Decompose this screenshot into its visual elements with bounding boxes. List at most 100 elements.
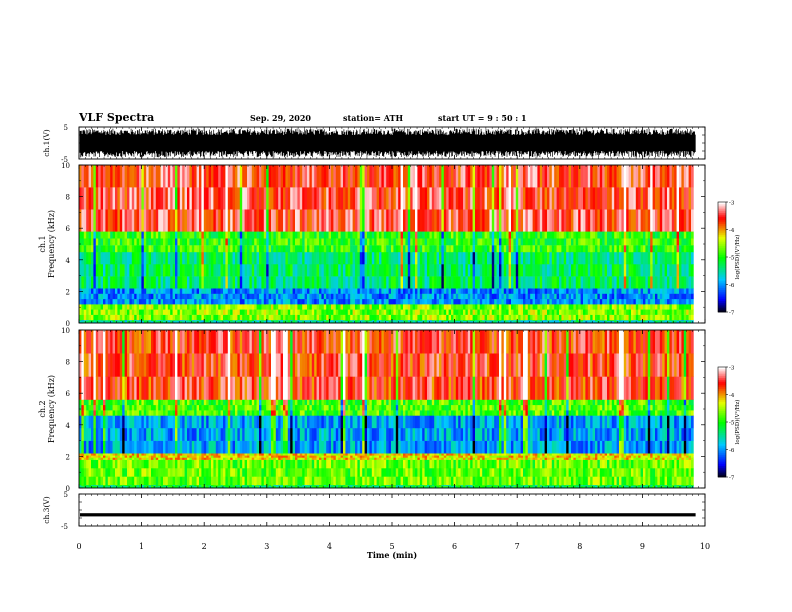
spectrogram-cell xyxy=(107,314,111,321)
spectrogram-cell xyxy=(347,251,351,265)
spectrogram-cell xyxy=(578,238,581,246)
spectrogram-cell xyxy=(662,238,665,246)
spectrogram-cell xyxy=(511,245,514,253)
spectrogram-cell xyxy=(311,320,315,323)
spectrogram-cell xyxy=(179,298,183,305)
spectrogram-cell xyxy=(367,245,370,253)
spectrogram-cell xyxy=(119,276,123,289)
spectrogram-cell xyxy=(479,314,483,321)
spectrogram-cell xyxy=(463,304,466,310)
spectrogram-cell xyxy=(571,231,574,239)
spectrogram-cell xyxy=(491,165,495,188)
spectrogram-cell xyxy=(412,314,416,321)
spectrogram-cell xyxy=(268,209,272,232)
spectrogram-cell xyxy=(81,476,85,486)
spectrogram-cell xyxy=(143,320,147,323)
spectrogram-cell xyxy=(179,209,183,232)
spectrogram-cell xyxy=(662,245,665,253)
spectrogram-cell xyxy=(103,459,106,469)
spectrogram-cell xyxy=(112,288,116,294)
spectrogram-cell xyxy=(251,320,255,323)
spectrogram-cell xyxy=(563,231,567,239)
spectrogram-cell xyxy=(141,293,145,300)
spectrogram-cell xyxy=(674,298,677,305)
spectrogram-cell xyxy=(194,304,197,310)
spectrogram-cell xyxy=(604,293,608,300)
spectrogram-cell xyxy=(237,165,241,188)
spectrogram-cell xyxy=(304,298,308,305)
spectrogram-cell xyxy=(333,165,337,188)
spectrogram-cell xyxy=(136,288,140,294)
spectrogram-cell xyxy=(151,309,154,315)
spectrogram-cell xyxy=(182,288,185,294)
spectrogram-cell xyxy=(364,293,368,300)
spectrogram-cell xyxy=(688,304,692,310)
spectrogram-cell xyxy=(256,298,260,305)
spectrogram-cell xyxy=(506,209,509,232)
spectrogram-cell xyxy=(338,276,341,289)
spectrogram-cell xyxy=(323,314,327,321)
spectrogram-cell xyxy=(86,376,89,400)
spectrogram-cell xyxy=(551,314,555,321)
spectrogram-cell xyxy=(201,187,205,210)
spectrogram-cell xyxy=(400,231,404,239)
spectrogram-cell xyxy=(355,320,358,323)
spectrogram-cell xyxy=(163,238,166,246)
spectrogram-cell xyxy=(79,264,82,277)
spectrogram-cell xyxy=(283,245,286,253)
spectrogram-cell xyxy=(395,238,399,246)
spectrogram-cell xyxy=(328,288,332,294)
spectrogram-cell xyxy=(496,304,500,310)
spectrogram-cell xyxy=(664,298,668,305)
spectrogram-cell xyxy=(597,304,601,310)
spectrogram-cell xyxy=(103,376,106,400)
spectrogram-cell xyxy=(155,209,159,232)
spectrogram-cell xyxy=(415,314,418,321)
spectrogram-cell xyxy=(364,314,368,321)
spectrogram-cell xyxy=(208,187,212,210)
spectrogram-cell xyxy=(124,314,128,321)
spectrogram-cell xyxy=(561,165,565,188)
spectrogram-cell xyxy=(431,238,435,246)
spectrogram-cell xyxy=(602,264,605,277)
spectrogram-cell xyxy=(463,288,466,294)
spectrogram-cell xyxy=(350,251,353,265)
spectrogram-cell xyxy=(136,320,140,323)
spectrogram-cell xyxy=(139,319,142,322)
spectrogram-cell xyxy=(182,298,185,305)
spectrogram-cell xyxy=(93,330,97,354)
spectrogram-cell xyxy=(599,298,603,305)
spectrogram-cell xyxy=(230,309,233,315)
spectrogram-cell xyxy=(427,238,430,246)
spectrogram-cell xyxy=(167,288,171,294)
spectrogram-cell xyxy=(307,298,310,305)
spectrogram-cell xyxy=(98,238,101,246)
spectrogram-cell xyxy=(127,165,130,188)
spectrogram-cell xyxy=(263,187,267,210)
spectrogram-cell xyxy=(86,298,89,305)
spectrogram-cell xyxy=(88,484,92,487)
spectrogram-cell xyxy=(364,276,368,289)
spectrogram-cell xyxy=(283,209,286,232)
spectrogram-cell xyxy=(160,276,164,289)
spectrogram-cell xyxy=(424,231,428,239)
spectrogram-cell xyxy=(83,231,87,239)
spectrogram-cell xyxy=(203,209,207,232)
spectrogram-cell xyxy=(247,304,250,310)
spectrogram-cell xyxy=(602,251,605,265)
spectrogram-cell xyxy=(323,209,327,232)
spectrogram-cell xyxy=(424,238,428,246)
spectrogram-cell xyxy=(635,187,639,210)
spectrogram-cell xyxy=(153,319,157,322)
spectrogram-cell xyxy=(427,304,430,310)
spectrogram-cell xyxy=(239,165,243,188)
colorbar-step xyxy=(718,222,726,225)
spectrogram-cell xyxy=(513,320,517,323)
spectrogram-cell xyxy=(177,293,181,300)
spectrogram-cell xyxy=(400,238,404,246)
spectrogram-cell xyxy=(213,165,217,188)
spectrogram-cell xyxy=(371,264,375,277)
spectrogram-cell xyxy=(465,314,469,321)
spectrogram-cell xyxy=(667,187,670,210)
spectrogram-cell xyxy=(607,264,610,277)
